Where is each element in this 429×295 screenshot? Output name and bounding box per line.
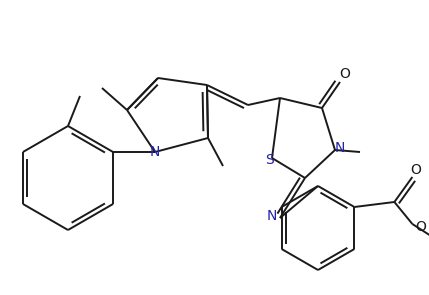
Text: O: O	[410, 163, 421, 177]
Text: S: S	[266, 153, 275, 167]
Text: O: O	[340, 67, 350, 81]
Text: N: N	[267, 209, 277, 223]
Text: N: N	[150, 145, 160, 159]
Text: O: O	[415, 220, 426, 234]
Text: N: N	[335, 141, 345, 155]
